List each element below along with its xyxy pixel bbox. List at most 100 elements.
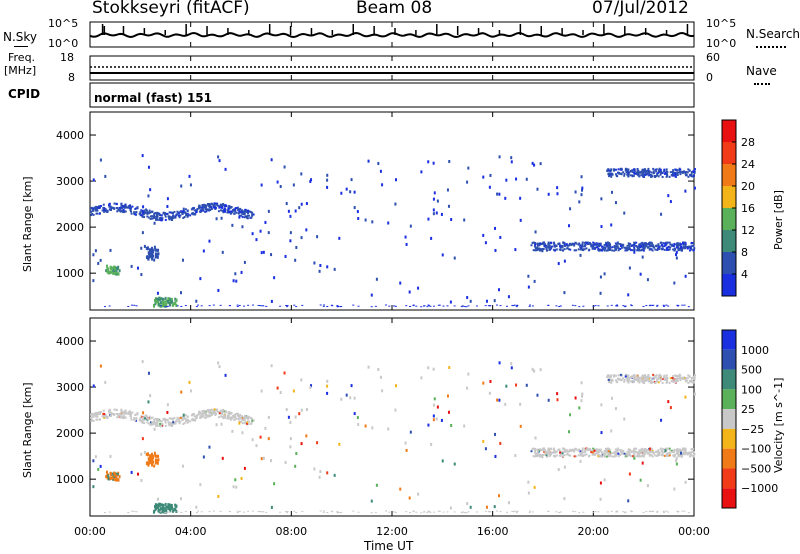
velocity-echo	[617, 452, 620, 455]
velocity-echo	[236, 412, 239, 415]
power-echo	[94, 249, 97, 253]
velocity-echo	[353, 412, 356, 416]
power-echo	[528, 305, 531, 307]
power-echo	[178, 216, 181, 219]
velocity-echo	[409, 512, 412, 514]
power-echo	[442, 305, 445, 307]
power-echo	[192, 213, 195, 216]
velocity-echo	[157, 458, 160, 462]
velocity-echo	[607, 378, 610, 381]
velocity-echo	[247, 420, 250, 423]
velocity-echo	[224, 414, 227, 417]
velocity-echo	[677, 377, 680, 380]
velocity-echo	[162, 504, 165, 508]
power-echo	[205, 204, 208, 207]
power-echo	[607, 247, 610, 250]
power-echo	[151, 248, 154, 252]
velocity-echo	[532, 455, 535, 458]
velocity-echo	[208, 511, 211, 513]
power-echo	[270, 253, 273, 257]
power-echo	[581, 249, 584, 252]
velocity-echo	[574, 447, 577, 450]
power-echo	[534, 241, 537, 244]
power-echo	[663, 170, 666, 173]
power-echo	[261, 305, 264, 307]
velocity-echo	[563, 454, 566, 457]
velocity-echo	[146, 453, 149, 457]
velocity-echo	[640, 454, 643, 457]
power-echo	[174, 301, 177, 305]
power-echo	[205, 210, 208, 213]
power-echo	[232, 208, 235, 211]
power-echo	[648, 170, 651, 173]
velocity-echo	[642, 381, 645, 384]
velocity-echo	[205, 415, 208, 418]
power-echo	[154, 211, 157, 214]
power-echo	[286, 306, 289, 308]
power-echo	[615, 245, 618, 248]
power-echo	[583, 245, 586, 248]
power-echo	[107, 271, 110, 275]
power-echo	[212, 206, 215, 209]
velocity-echo	[594, 452, 597, 455]
power-echo	[218, 159, 221, 163]
velocity-echo	[195, 512, 198, 514]
power-echo	[682, 245, 685, 248]
power-echo	[208, 239, 211, 243]
power-echo	[142, 213, 145, 216]
velocity-echo	[541, 448, 544, 451]
velocity-echo	[156, 420, 159, 423]
power-echo	[140, 214, 143, 217]
velocity-echo	[262, 511, 265, 513]
power-echo	[568, 243, 571, 246]
power-echo	[586, 241, 589, 244]
power-echo	[529, 304, 532, 306]
velocity-echo	[435, 417, 438, 421]
velocity-echo	[123, 410, 126, 413]
velocity-echo	[645, 511, 648, 513]
power-echo	[552, 248, 555, 251]
velocity-echo	[149, 423, 152, 426]
power-echo	[650, 175, 653, 178]
velocity-echo	[188, 380, 191, 384]
power-echo	[484, 305, 487, 307]
velocity-echo	[606, 511, 609, 513]
velocity-echo	[227, 413, 230, 416]
velocity-echo	[117, 414, 120, 417]
power-echo	[142, 205, 145, 209]
velocity-echo	[92, 485, 95, 489]
power-echo	[556, 186, 559, 190]
power-echo	[658, 167, 661, 170]
power-echo	[95, 205, 98, 208]
velocity-echo	[153, 419, 156, 422]
power-echo	[427, 304, 430, 306]
power-echo	[241, 210, 244, 213]
power-echo	[545, 244, 548, 247]
velocity-echo	[118, 475, 121, 479]
velocity-echo	[408, 496, 411, 500]
power-echo	[514, 248, 517, 252]
velocity-echo	[224, 373, 227, 377]
power-echo	[668, 241, 671, 244]
velocity-echo	[629, 380, 632, 383]
power-colorbar-segment	[722, 120, 736, 142]
velocity-echo	[179, 420, 182, 423]
velocity-echo	[183, 421, 186, 424]
power-echo	[571, 304, 574, 306]
power-echo	[129, 206, 132, 209]
velocity-echo	[664, 377, 667, 380]
velocity-echo	[618, 378, 621, 381]
power-echo	[371, 220, 374, 224]
velocity-echo	[563, 449, 566, 452]
velocity-echo	[685, 376, 688, 379]
power-echo	[635, 173, 638, 176]
power-echo	[164, 215, 167, 218]
velocity-echo	[279, 391, 282, 395]
velocity-echo	[669, 406, 672, 410]
velocity-echo	[617, 378, 620, 381]
velocity-echo	[675, 456, 678, 460]
power-echo	[542, 241, 545, 244]
velocity-echo	[545, 452, 548, 455]
velocity-echo	[99, 464, 102, 468]
power-echo	[166, 299, 169, 303]
